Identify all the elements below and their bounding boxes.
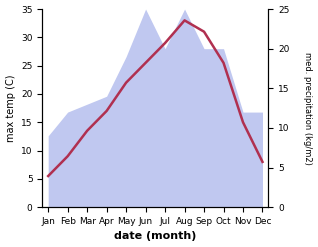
Y-axis label: max temp (C): max temp (C): [5, 74, 16, 142]
Y-axis label: med. precipitation (kg/m2): med. precipitation (kg/m2): [303, 52, 313, 165]
X-axis label: date (month): date (month): [114, 231, 197, 242]
